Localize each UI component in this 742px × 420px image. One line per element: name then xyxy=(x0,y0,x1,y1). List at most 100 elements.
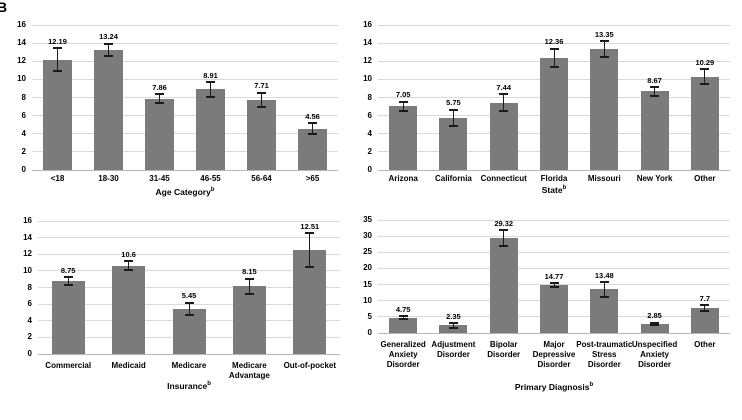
gridline xyxy=(378,219,730,221)
y-tick-label: 12 xyxy=(363,56,372,66)
gridline xyxy=(38,237,340,239)
error-bar-cap-top xyxy=(499,93,509,96)
error-bar xyxy=(57,48,58,71)
y-tick-label: 14 xyxy=(23,232,32,242)
error-bar-cap-top xyxy=(104,42,113,45)
error-bar-cap-top xyxy=(305,232,315,235)
error-bar xyxy=(503,230,505,247)
error-bar-cap-top xyxy=(398,100,408,103)
y-tick-label: 4 xyxy=(27,315,32,325)
y-tick-label: 4 xyxy=(367,128,372,138)
error-bar xyxy=(654,322,656,326)
bar xyxy=(43,59,72,170)
error-bar-cap-top xyxy=(599,40,609,43)
error-bar-cap-bottom xyxy=(244,292,254,295)
bar-value-label: 2.85 xyxy=(647,311,662,320)
bar xyxy=(112,265,146,354)
error-bar xyxy=(128,261,130,271)
bar xyxy=(389,106,418,170)
bar-value-label: 13.24 xyxy=(99,32,118,42)
error-bar-cap-bottom xyxy=(124,269,134,272)
bar-value-label: 13.35 xyxy=(594,29,614,39)
bar-value-label: 14.77 xyxy=(544,271,564,281)
gridline xyxy=(32,42,338,44)
bar xyxy=(540,285,568,333)
y-tick-label: 2 xyxy=(367,146,372,156)
bar-value-label: 13.48 xyxy=(594,270,614,280)
error-bar-cap-bottom xyxy=(308,133,317,136)
x-category-label: 46-55 xyxy=(200,174,221,183)
x-category-label: 31-45 xyxy=(149,174,170,183)
y-tick-label: 16 xyxy=(363,20,372,29)
y-tick-label: 30 xyxy=(363,231,372,241)
bar xyxy=(389,317,418,333)
error-bar-cap-bottom xyxy=(104,55,113,58)
x-category-label: 18-30 xyxy=(98,174,119,183)
gridline xyxy=(378,235,730,237)
y-tick-label: 0 xyxy=(27,349,32,358)
error-bar xyxy=(159,94,160,104)
x-category-label: Major Depressive Disorder xyxy=(532,340,576,369)
error-bar xyxy=(704,69,706,84)
x-axis-line xyxy=(32,169,338,171)
x-category-label: >65 xyxy=(305,174,320,183)
x-category-label: Other xyxy=(694,340,716,349)
x-category-label: Connecticut xyxy=(480,174,527,183)
x-category-label: Generalized Anxiety Disorder xyxy=(380,340,426,369)
error-bar xyxy=(704,305,706,312)
gridline xyxy=(32,78,338,80)
bar xyxy=(94,50,123,170)
bar-value-label: 7.05 xyxy=(395,90,411,100)
gridline xyxy=(38,253,340,255)
x-category-label: Commercial xyxy=(45,361,92,370)
gridline xyxy=(378,284,730,286)
y-tick-label: 6 xyxy=(367,110,372,120)
y-tick-label: 10 xyxy=(17,74,26,84)
error-bar xyxy=(312,123,313,135)
error-bar-cap-bottom xyxy=(53,69,62,72)
gridline xyxy=(32,24,338,26)
bar xyxy=(172,308,206,354)
y-tick-label: 12 xyxy=(17,56,26,66)
error-bar-cap-top xyxy=(63,276,73,279)
y-tick-label: 20 xyxy=(363,263,372,273)
x-category-label: California xyxy=(434,174,472,183)
error-bar-cap-top xyxy=(549,47,559,50)
x-category-label: Medicare Advantage xyxy=(228,361,270,380)
error-bar xyxy=(67,277,69,286)
error-bar xyxy=(553,48,555,68)
y-tick-label: 8 xyxy=(21,92,26,102)
error-bar xyxy=(553,283,555,288)
bar-value-label: 12.36 xyxy=(544,37,564,47)
y-tick-label: 14 xyxy=(363,38,372,48)
y-tick-label: 35 xyxy=(363,215,372,224)
error-bar-cap-bottom xyxy=(398,317,408,320)
bar-value-label: 8.91 xyxy=(203,70,218,80)
gridline xyxy=(378,115,730,117)
bar xyxy=(540,57,568,170)
bar xyxy=(489,238,518,333)
y-tick-label: 14 xyxy=(17,38,26,48)
y-tick-label: 5 xyxy=(367,311,372,321)
y-tick-label: 2 xyxy=(27,332,32,342)
x-category-label: 56-64 xyxy=(251,174,272,183)
gridline xyxy=(378,78,730,80)
x-category-label: Florida xyxy=(540,174,568,183)
bar-value-label: 12.51 xyxy=(300,221,320,231)
error-bar-cap-top xyxy=(499,229,509,232)
gridline xyxy=(32,115,338,117)
bar-value-label: 8.67 xyxy=(647,75,662,85)
y-tick-label: 10 xyxy=(363,295,372,305)
error-bar-cap-top xyxy=(155,93,164,96)
bar-value-label: 8.15 xyxy=(242,267,257,277)
error-bar xyxy=(309,233,311,267)
x-axis-line xyxy=(38,353,340,355)
error-bar-cap-top xyxy=(650,86,660,89)
bar-value-label: 7.86 xyxy=(152,82,167,92)
bar xyxy=(439,325,468,333)
bar-value-label: 5.45 xyxy=(181,291,197,301)
y-tick-label: 6 xyxy=(21,110,26,120)
error-bar-cap-top xyxy=(257,91,266,94)
